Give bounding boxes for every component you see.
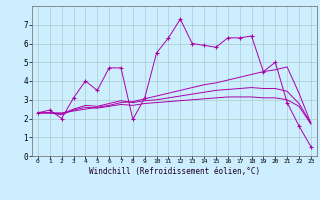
X-axis label: Windchill (Refroidissement éolien,°C): Windchill (Refroidissement éolien,°C) xyxy=(89,167,260,176)
